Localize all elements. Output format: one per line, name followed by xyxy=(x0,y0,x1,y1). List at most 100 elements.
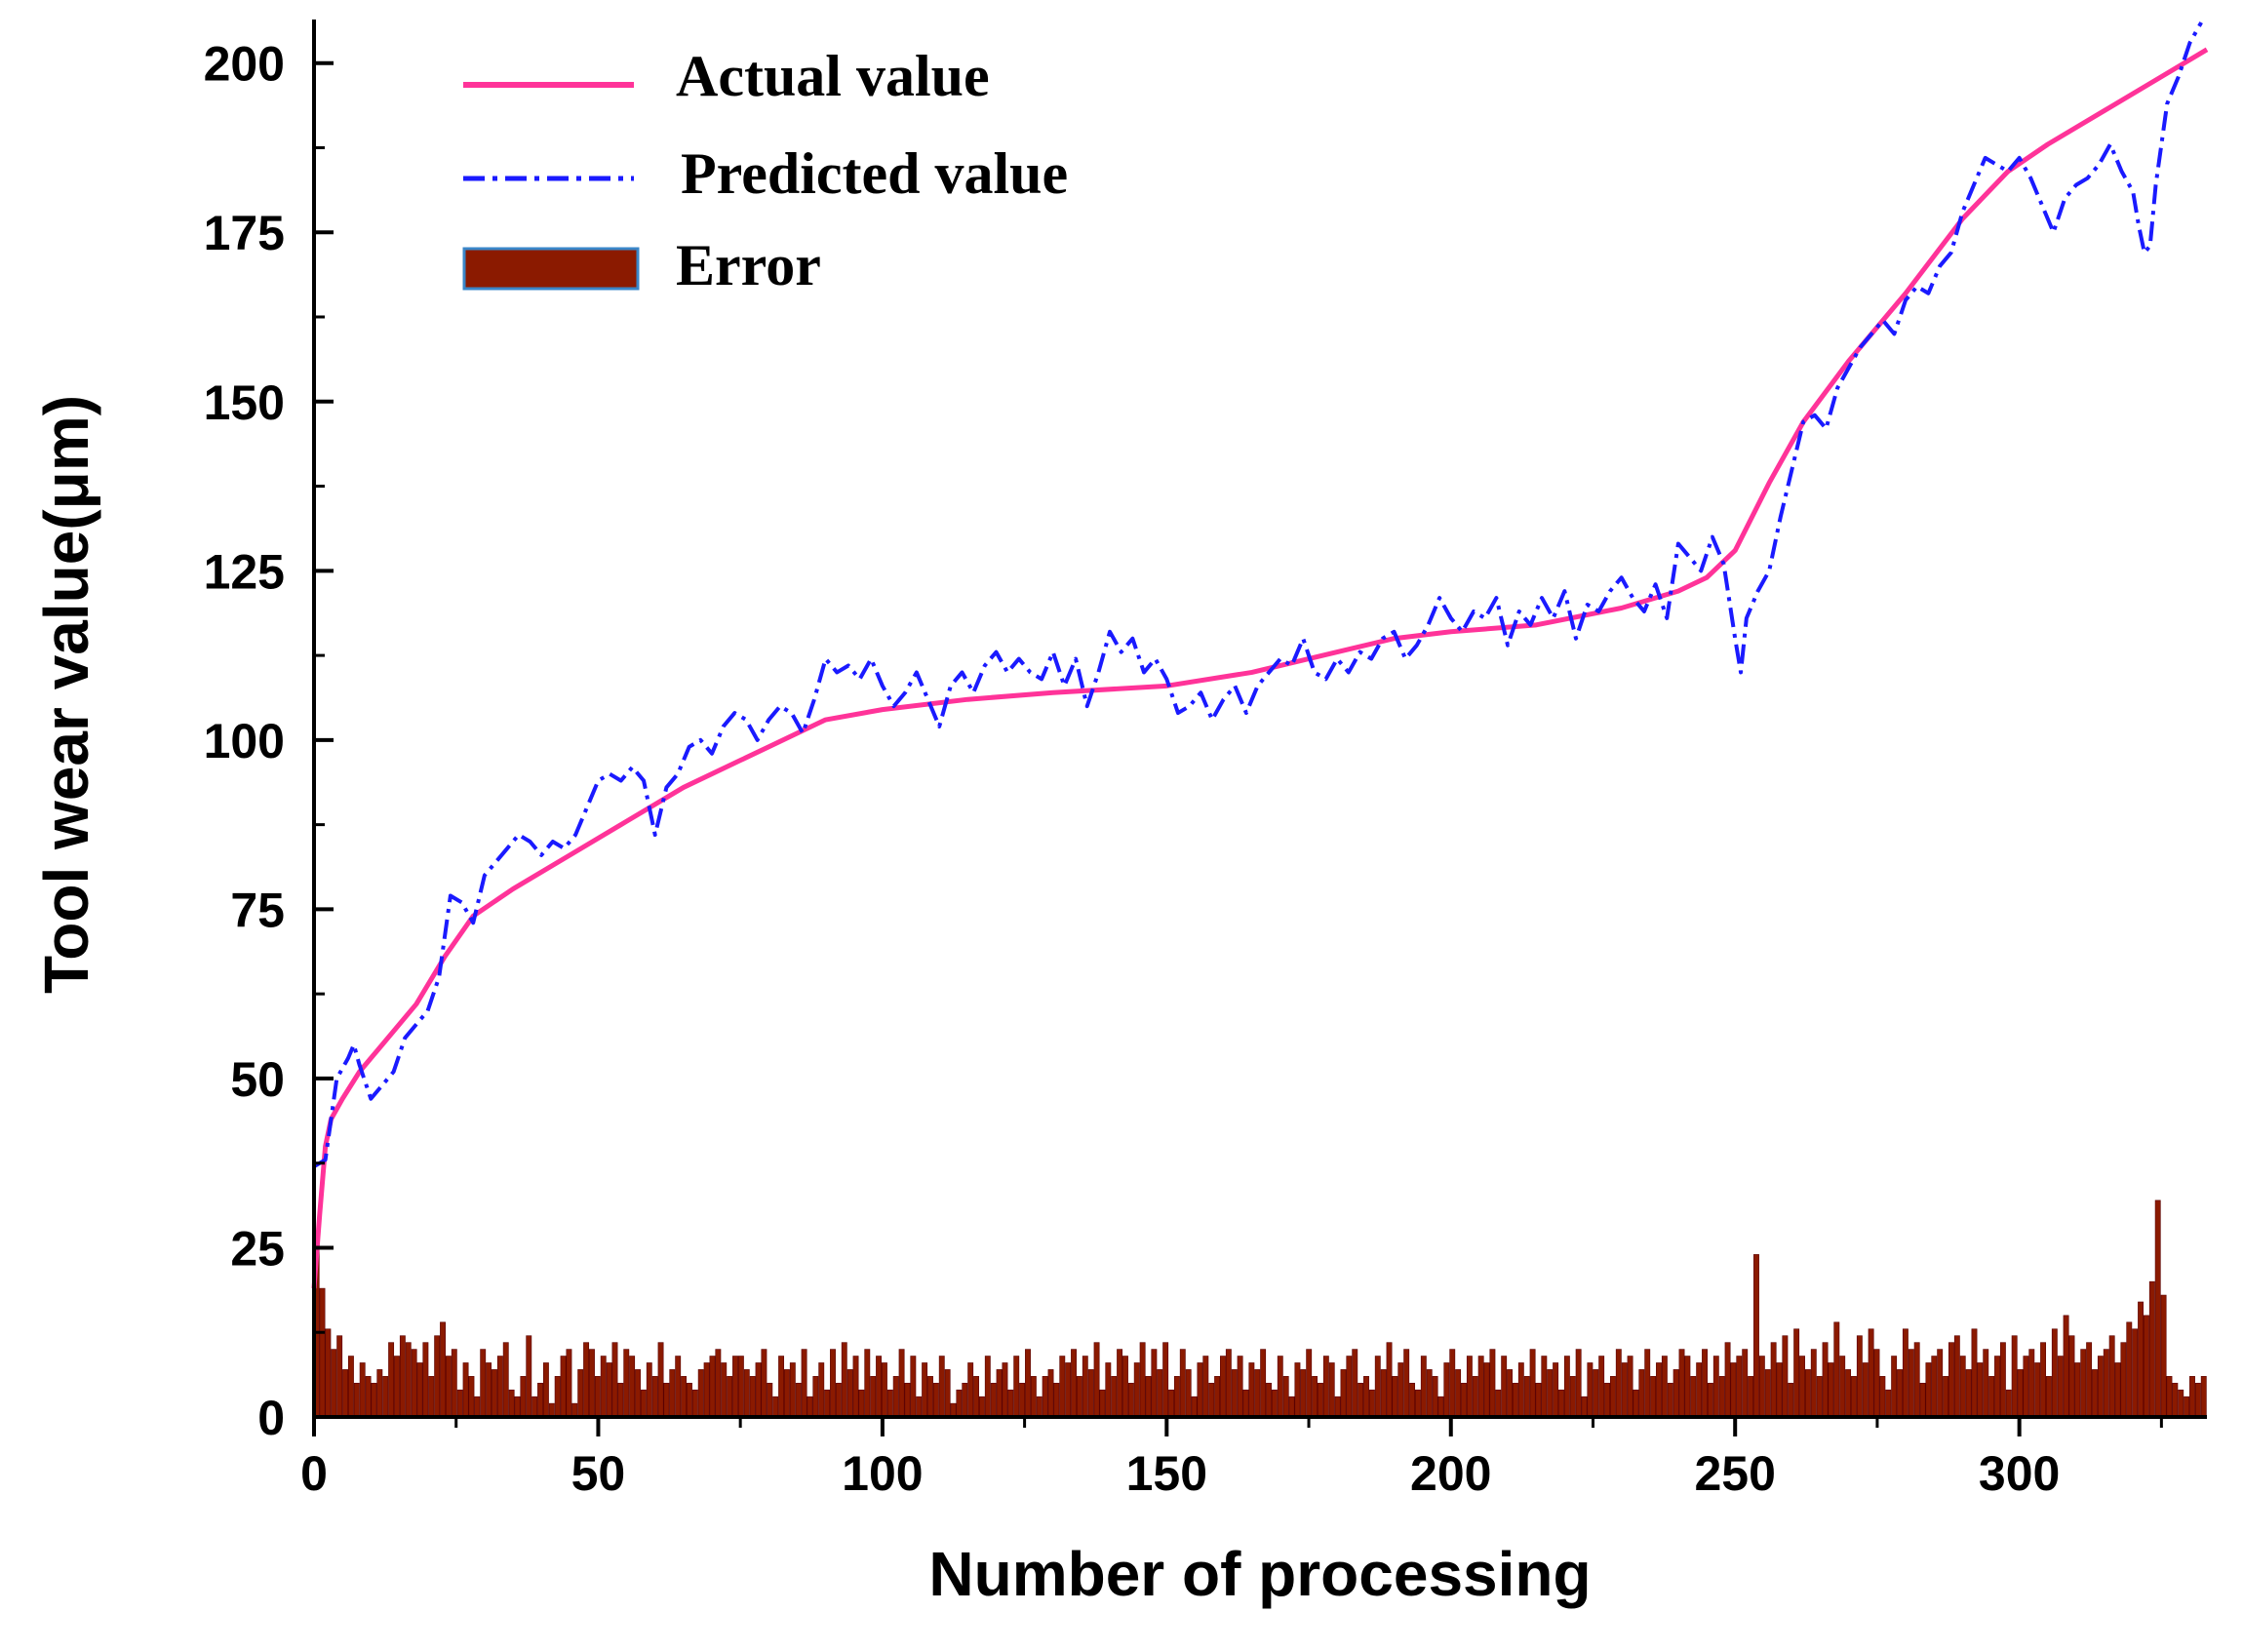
error-bar xyxy=(841,1342,847,1418)
error-bar xyxy=(1208,1382,1215,1418)
y-tick-label: 150 xyxy=(204,375,285,430)
error-bar xyxy=(2114,1362,2121,1418)
error-bar xyxy=(669,1369,676,1418)
error-bar xyxy=(870,1376,877,1418)
error-bar xyxy=(922,1362,928,1418)
error-bar xyxy=(514,1396,521,1418)
error-bar xyxy=(2086,1342,2093,1418)
error-bar xyxy=(526,1335,532,1418)
error-bar xyxy=(1661,1356,1668,1418)
error-bar xyxy=(1162,1342,1169,1418)
error-bar xyxy=(1117,1349,1123,1418)
error-bar xyxy=(1420,1356,1427,1418)
error-bar xyxy=(1994,1356,2000,1418)
error-bar xyxy=(1461,1382,1467,1418)
error-bar xyxy=(2063,1315,2069,1418)
error-bar xyxy=(1965,1369,1972,1418)
error-bar xyxy=(1288,1396,1295,1418)
error-bar xyxy=(1466,1356,1473,1418)
x-tick-label: 50 xyxy=(571,1446,626,1501)
error-bar xyxy=(1065,1362,1072,1418)
error-bar xyxy=(1368,1389,1375,1418)
error-bar xyxy=(606,1362,612,1418)
error-bar xyxy=(1563,1356,1570,1418)
legend-actual-label: Actual value xyxy=(676,44,990,108)
y-tick-label: 25 xyxy=(230,1221,285,1276)
error-bar xyxy=(1672,1369,1679,1418)
error-bar xyxy=(697,1369,704,1418)
error-bar xyxy=(1748,1376,1754,1418)
error-bar xyxy=(2184,1396,2190,1418)
error-bar xyxy=(589,1349,595,1418)
error-bar xyxy=(1346,1356,1353,1418)
error-bar xyxy=(727,1376,733,1418)
error-bar xyxy=(2200,1376,2207,1418)
error-bar xyxy=(755,1362,762,1418)
error-bar xyxy=(1042,1376,1048,1418)
error-bar xyxy=(663,1382,670,1418)
error-bar xyxy=(548,1402,555,1418)
error-bar xyxy=(1971,1328,1978,1418)
error-bar xyxy=(542,1362,549,1418)
error-bar xyxy=(916,1396,923,1418)
error-bar xyxy=(1139,1342,1146,1418)
error-bar xyxy=(1776,1362,1783,1418)
error-bar xyxy=(737,1356,744,1418)
error-bar xyxy=(1839,1356,1846,1418)
error-bar xyxy=(1581,1396,1588,1418)
error-bar xyxy=(2108,1335,2115,1418)
error-bar xyxy=(342,1369,348,1418)
error-bar xyxy=(1306,1349,1313,1418)
error-bar xyxy=(474,1396,481,1418)
error-bar xyxy=(566,1349,572,1418)
error-bar xyxy=(743,1369,750,1418)
error-bar xyxy=(938,1356,945,1418)
error-bar xyxy=(691,1389,698,1418)
y-tick-label: 100 xyxy=(204,714,285,768)
error-bar xyxy=(973,1376,979,1418)
x-tick-label: 250 xyxy=(1694,1446,1775,1501)
error-bar xyxy=(1093,1342,1100,1418)
error-bar xyxy=(2097,1356,2104,1418)
error-bar xyxy=(1724,1342,1731,1418)
error-bar xyxy=(1300,1369,1307,1418)
error-bar xyxy=(1122,1356,1128,1418)
error-bar xyxy=(789,1362,796,1418)
error-bar xyxy=(846,1369,853,1418)
error-bar xyxy=(496,1356,503,1418)
error-bar xyxy=(1507,1369,1514,1418)
error-bar xyxy=(428,1376,435,1418)
error-bar xyxy=(2005,1389,2012,1418)
error-bar xyxy=(1902,1328,1909,1418)
error-bar xyxy=(1587,1362,1594,1418)
legend-predicted-label: Predicted value xyxy=(681,141,1068,206)
error-bar xyxy=(967,1362,974,1418)
error-bar xyxy=(892,1376,899,1418)
error-bar xyxy=(577,1369,584,1418)
error-bar xyxy=(486,1362,492,1418)
error-bar xyxy=(635,1369,641,1418)
error-bar xyxy=(807,1396,813,1418)
error-bar xyxy=(2132,1328,2139,1418)
error-bar xyxy=(2126,1321,2133,1418)
error-bar xyxy=(600,1356,607,1418)
error-bar xyxy=(1569,1376,1576,1418)
error-bar xyxy=(319,1287,326,1418)
error-bar xyxy=(508,1389,515,1418)
error-bar xyxy=(1609,1376,1616,1418)
error-bar xyxy=(1604,1382,1610,1418)
x-tick-label: 0 xyxy=(300,1446,328,1501)
error-bar xyxy=(2178,1389,2184,1418)
predicted-value-line xyxy=(312,21,2203,1168)
error-bar xyxy=(1340,1369,1347,1418)
error-bar xyxy=(1913,1342,1920,1418)
error-bar xyxy=(1879,1376,1886,1418)
error-bar xyxy=(1959,1356,1966,1418)
error-bar-series xyxy=(313,1200,2207,1418)
error-bar xyxy=(560,1356,567,1418)
error-bar xyxy=(1157,1369,1163,1418)
axis-ticks: 0 25 50 75 100 125 150 175 200 0 50 100 150 200 250 300 xyxy=(204,37,2163,1501)
error-bar xyxy=(1593,1369,1599,1418)
error-bar xyxy=(1294,1362,1301,1418)
